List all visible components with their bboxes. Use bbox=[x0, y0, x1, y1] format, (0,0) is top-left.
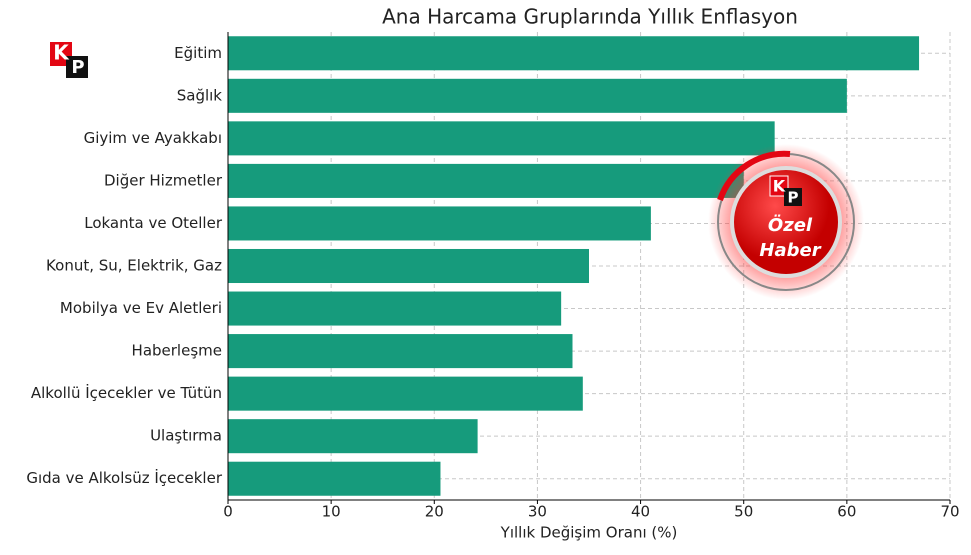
badge-k-box bbox=[769, 175, 789, 197]
y-tick-label: Giyim ve Ayakkabı bbox=[84, 129, 222, 147]
logo-p-box bbox=[66, 56, 88, 78]
badge-p-box bbox=[784, 188, 802, 206]
bar bbox=[228, 291, 562, 326]
plot: 0 10 20 30 40 50 60 70 Eğitim Sağlık Giyim ve Ayak… bbox=[26, 32, 960, 521]
chart-title: Ana Harcama Gruplarında Yıllık Enflasyon bbox=[382, 5, 798, 29]
x-tick-label: 60 bbox=[837, 503, 856, 521]
x-tick-label: 10 bbox=[322, 503, 341, 521]
x-tick-label: 70 bbox=[940, 503, 959, 521]
y-tick-label: Lokanta ve Oteller bbox=[84, 214, 223, 232]
bar bbox=[228, 206, 651, 241]
x-axis-label: Yıllık Değişim Oranı (%) bbox=[500, 524, 678, 542]
bar bbox=[228, 419, 478, 454]
y-tick-label: Alkollü İçecekler ve Tütün bbox=[31, 383, 222, 402]
bar bbox=[228, 163, 744, 198]
bar bbox=[228, 334, 573, 369]
bar bbox=[228, 461, 441, 496]
logo-p: P bbox=[71, 57, 84, 78]
bar bbox=[228, 78, 847, 113]
y-tick-label: Gıda ve Alkolsüz İçecekler bbox=[26, 468, 222, 487]
y-tick-label: Mobilya ve Ev Aletleri bbox=[60, 299, 222, 317]
y-tick-label: Eğitim bbox=[174, 44, 222, 62]
y-tick-label: Ulaştırma bbox=[150, 427, 222, 445]
bar bbox=[228, 376, 583, 411]
y-tick-label: Konut, Su, Elektrik, Gaz bbox=[46, 257, 222, 275]
badge-arc bbox=[717, 150, 791, 202]
badge-disc bbox=[730, 166, 842, 278]
bar bbox=[228, 121, 775, 156]
x-tick-label: 40 bbox=[631, 503, 650, 521]
badge-line2: Haber bbox=[759, 240, 821, 261]
bar bbox=[228, 36, 920, 71]
logo-k: K bbox=[53, 41, 70, 65]
logo: K P bbox=[50, 41, 88, 78]
x-tick-label: 30 bbox=[528, 503, 547, 521]
y-tick-label: Diğer Hizmetler bbox=[104, 171, 223, 189]
badge: K P Özel Haber bbox=[708, 144, 864, 300]
badge-k: K bbox=[773, 177, 786, 196]
x-tick-label: 20 bbox=[425, 503, 444, 521]
y-tick-label: Sağlık bbox=[177, 86, 223, 104]
bar bbox=[228, 248, 589, 284]
x-tick-label: 50 bbox=[734, 503, 753, 521]
badge-line1: Özel bbox=[768, 214, 813, 236]
y-tick-label: Haberleşme bbox=[132, 342, 222, 360]
x-tick-label: 0 bbox=[223, 503, 233, 521]
badge-p: P bbox=[788, 189, 799, 207]
